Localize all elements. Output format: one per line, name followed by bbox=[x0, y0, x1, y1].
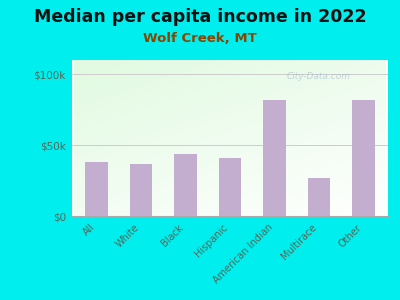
Bar bbox=[352, 100, 375, 216]
Bar bbox=[174, 154, 197, 216]
Bar bbox=[308, 178, 330, 216]
Bar bbox=[85, 162, 108, 216]
Bar bbox=[130, 164, 152, 216]
Text: Wolf Creek, MT: Wolf Creek, MT bbox=[143, 32, 257, 44]
Bar bbox=[219, 158, 241, 216]
Text: City-Data.com: City-Data.com bbox=[287, 73, 351, 82]
Bar bbox=[263, 100, 286, 216]
Text: Median per capita income in 2022: Median per capita income in 2022 bbox=[34, 8, 366, 26]
